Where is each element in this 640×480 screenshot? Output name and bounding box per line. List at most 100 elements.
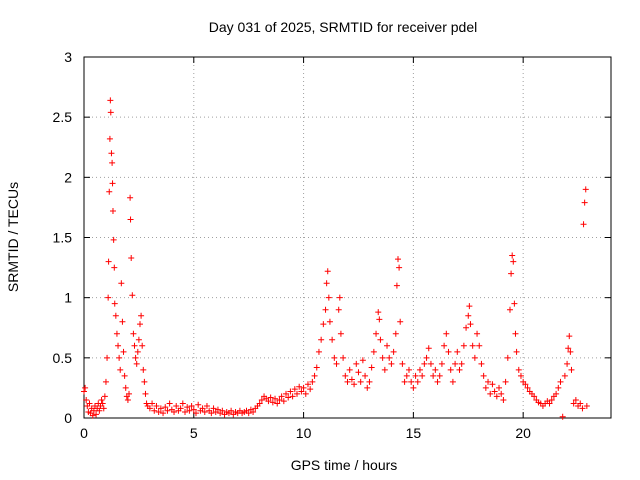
x-tick-label: 5: [190, 425, 198, 441]
data-point: [504, 354, 511, 361]
data-point: [287, 388, 294, 395]
data-point: [283, 390, 290, 397]
data-point: [289, 393, 296, 400]
data-point: [121, 372, 128, 379]
data-point: [432, 366, 439, 373]
data-point: [485, 378, 492, 385]
data-point: [184, 404, 191, 411]
data-point: [513, 348, 520, 355]
data-point: [106, 135, 113, 142]
data-point: [250, 408, 257, 415]
data-point: [337, 330, 344, 337]
data-point: [115, 342, 122, 349]
data-point: [425, 345, 432, 352]
data-point: [489, 381, 496, 388]
data-point: [135, 336, 142, 343]
data-point: [142, 390, 149, 397]
data-point: [140, 366, 147, 373]
data-point: [112, 312, 119, 319]
data-point: [274, 400, 281, 407]
data-point: [120, 348, 127, 355]
data-point: [98, 396, 105, 403]
data-point: [508, 270, 515, 277]
data-point: [403, 372, 410, 379]
data-point: [482, 384, 489, 391]
data-point: [157, 405, 164, 412]
data-point: [531, 393, 538, 400]
data-point: [377, 336, 384, 343]
data-point: [313, 364, 320, 371]
data-point: [214, 406, 221, 413]
data-point: [127, 194, 134, 201]
data-point: [188, 402, 195, 409]
data-point: [139, 342, 146, 349]
y-tick-label: 2: [64, 169, 72, 185]
data-point: [208, 410, 215, 417]
data-point: [570, 400, 577, 407]
data-point: [323, 280, 330, 287]
data-point: [487, 390, 494, 397]
data-point: [517, 372, 524, 379]
data-point: [335, 306, 342, 313]
data-point: [136, 321, 143, 328]
data-point: [326, 318, 333, 325]
data-point: [559, 413, 566, 420]
data-point: [509, 252, 516, 259]
x-tick-label: 10: [296, 425, 312, 441]
data-point: [500, 396, 507, 403]
data-point: [480, 372, 487, 379]
data-point: [348, 376, 355, 383]
data-point: [466, 303, 473, 310]
data-point: [118, 280, 125, 287]
data-point: [177, 405, 184, 412]
x-tick-labels: 0 5 10 15 20: [80, 425, 531, 441]
grid-lines: [84, 57, 611, 418]
x-tick-label: 0: [80, 425, 88, 441]
data-point: [153, 402, 160, 409]
data-point: [412, 372, 419, 379]
data-point: [561, 372, 568, 379]
data-point: [344, 378, 351, 385]
data-point: [280, 398, 287, 405]
data-point: [107, 109, 114, 116]
data-point: [245, 410, 252, 417]
data-point: [117, 366, 124, 373]
data-point: [300, 384, 307, 391]
data-point: [582, 186, 589, 193]
data-point: [447, 366, 454, 373]
data-point: [149, 400, 156, 407]
data-points: [81, 97, 590, 420]
data-point: [515, 366, 522, 373]
data-point: [333, 360, 340, 367]
data-point: [476, 342, 483, 349]
data-point: [522, 381, 529, 388]
data-point: [108, 150, 115, 157]
data-point: [566, 333, 573, 340]
data-point: [82, 384, 89, 391]
y-axis-label: SRMTID / TECUs: [5, 182, 21, 292]
data-point: [414, 378, 421, 385]
data-point: [126, 390, 133, 397]
data-point: [190, 406, 197, 413]
data-point: [124, 396, 131, 403]
x-axis-label: GPS time / hours: [291, 457, 398, 473]
data-point: [105, 258, 112, 265]
data-point: [182, 408, 189, 415]
data-point: [491, 388, 498, 395]
data-point: [164, 407, 171, 414]
data-point: [109, 159, 116, 166]
data-point: [465, 312, 472, 319]
chart-title: Day 031 of 2025, SRMTID for receiver pde…: [209, 19, 477, 35]
data-point: [324, 268, 331, 275]
y-tick-label: 0: [64, 410, 72, 426]
data-point: [107, 97, 114, 104]
data-point: [141, 378, 148, 385]
data-point: [577, 400, 584, 407]
data-point: [376, 316, 383, 323]
data-point: [228, 407, 235, 414]
data-point: [498, 390, 505, 397]
data-point: [320, 321, 327, 328]
data-point: [160, 410, 167, 417]
data-point: [109, 208, 116, 215]
data-point: [423, 354, 430, 361]
